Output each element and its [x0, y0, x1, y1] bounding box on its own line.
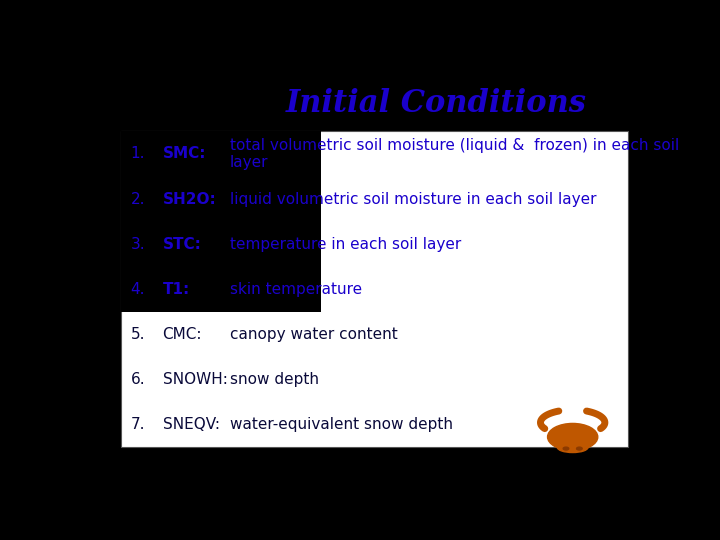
Ellipse shape — [547, 423, 598, 450]
Text: SMC:: SMC: — [163, 146, 206, 161]
Text: 6.: 6. — [131, 372, 145, 387]
Text: total volumetric soil moisture (liquid &  frozen) in each soil
layer: total volumetric soil moisture (liquid &… — [230, 138, 679, 170]
Text: skin temperature: skin temperature — [230, 282, 361, 297]
Text: SH2O:: SH2O: — [163, 192, 216, 206]
Text: temperature in each soil layer: temperature in each soil layer — [230, 237, 461, 252]
Ellipse shape — [563, 447, 569, 450]
Ellipse shape — [577, 447, 582, 450]
FancyBboxPatch shape — [121, 131, 629, 447]
Text: 4.: 4. — [131, 282, 145, 297]
Text: liquid volumetric soil moisture in each soil layer: liquid volumetric soil moisture in each … — [230, 192, 596, 206]
Text: Initial Conditions: Initial Conditions — [286, 87, 586, 119]
Text: 7.: 7. — [131, 417, 145, 432]
Text: SNEQV:: SNEQV: — [163, 417, 220, 432]
Text: water-equivalent snow depth: water-equivalent snow depth — [230, 417, 452, 432]
Text: STC:: STC: — [163, 237, 202, 252]
Ellipse shape — [557, 442, 588, 453]
Text: 1.: 1. — [131, 146, 145, 161]
Text: 3.: 3. — [131, 237, 145, 252]
Text: T1:: T1: — [163, 282, 190, 297]
Text: SNOWH:: SNOWH: — [163, 372, 228, 387]
Text: 5.: 5. — [131, 327, 145, 342]
Text: canopy water content: canopy water content — [230, 327, 397, 342]
Text: 2.: 2. — [131, 192, 145, 206]
Text: snow depth: snow depth — [230, 372, 318, 387]
Text: CMC:: CMC: — [163, 327, 202, 342]
FancyBboxPatch shape — [121, 131, 321, 312]
